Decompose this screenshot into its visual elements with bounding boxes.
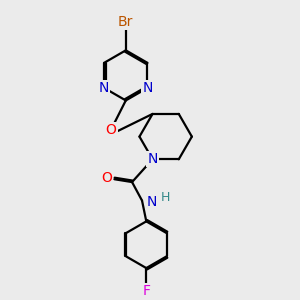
Text: N: N — [147, 152, 158, 166]
Text: N: N — [147, 195, 157, 209]
Text: F: F — [142, 284, 150, 298]
Text: O: O — [106, 123, 116, 137]
Text: N: N — [142, 81, 153, 95]
Text: H: H — [161, 191, 170, 204]
Text: N: N — [99, 81, 109, 95]
Text: Br: Br — [118, 15, 134, 29]
Text: O: O — [101, 171, 112, 185]
